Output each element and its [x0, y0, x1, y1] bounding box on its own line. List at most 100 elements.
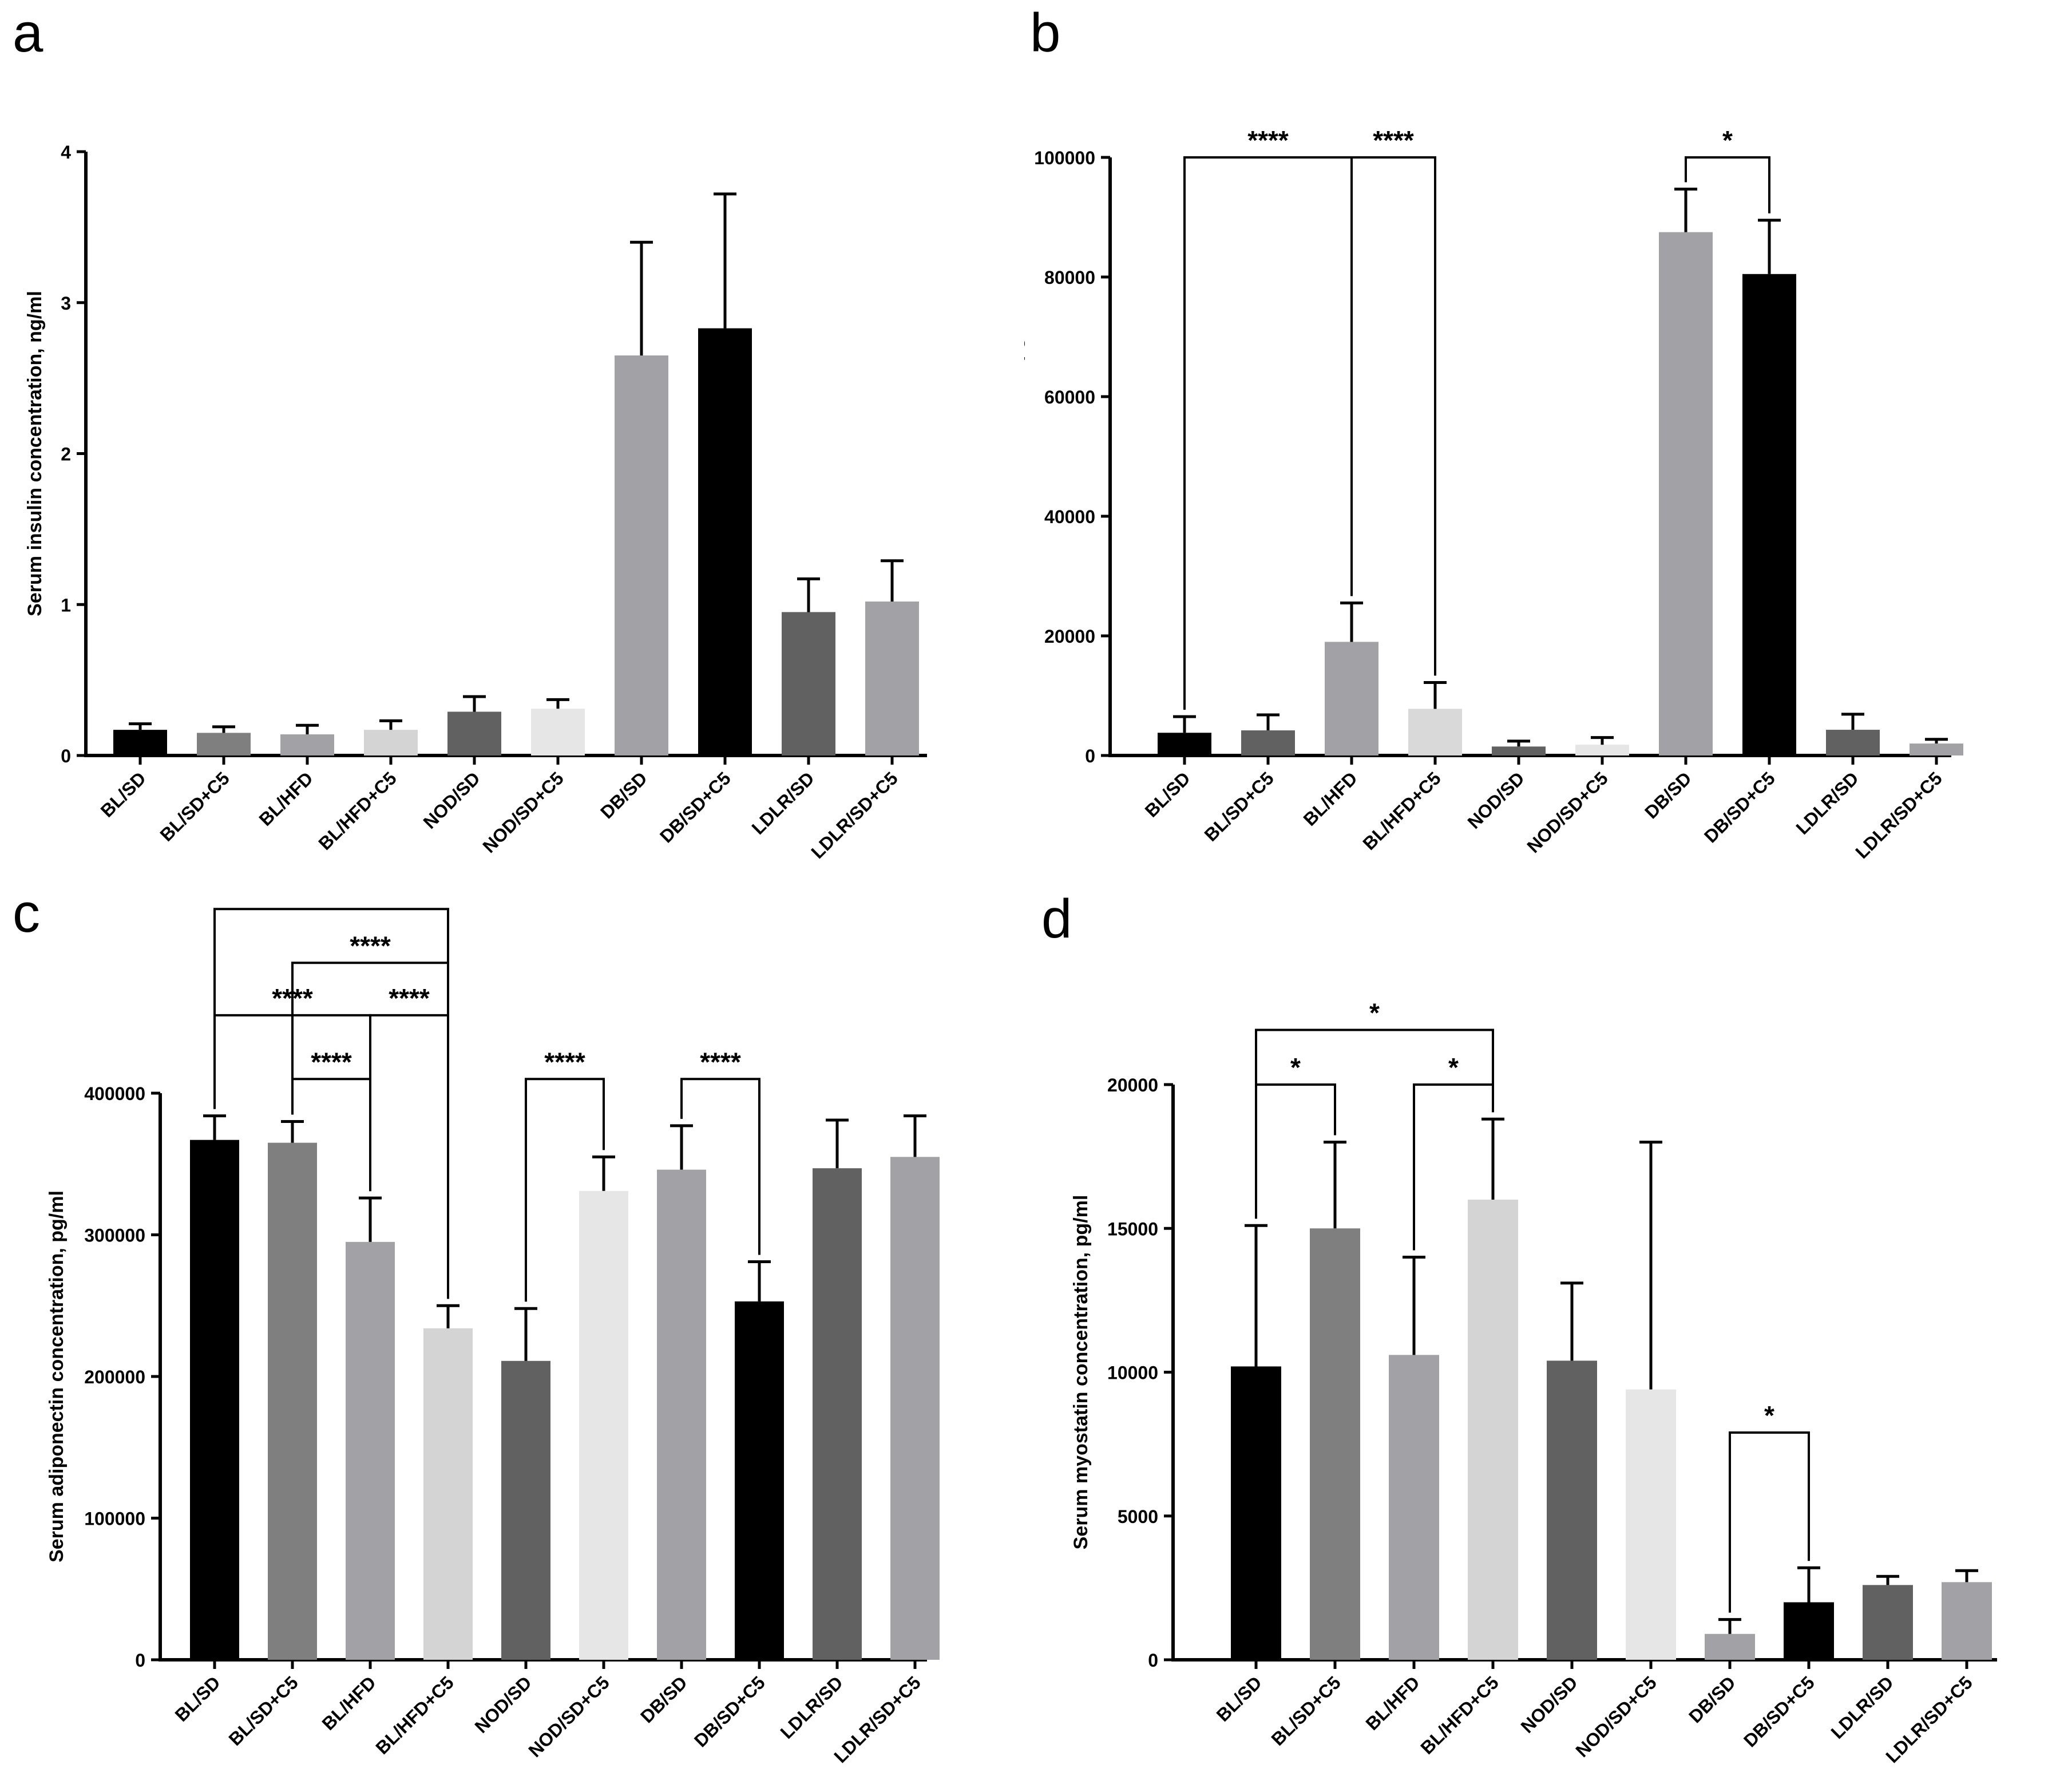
y-axis-title: Serum adiponectin concentration, pg/ml — [46, 1190, 68, 1562]
significance-label: * — [1369, 998, 1380, 1028]
x-tick-label: DB/SD+C5 — [690, 1672, 769, 1751]
y-tick-label: 20000 — [1107, 1075, 1158, 1095]
bar — [1547, 1360, 1597, 1660]
y-tick-label: 15000 — [1107, 1219, 1158, 1239]
x-tick-label: BL/HFD — [255, 768, 317, 829]
bar — [268, 1142, 317, 1660]
y-tick-label: 0 — [1085, 746, 1095, 766]
y-tick-label: 100000 — [1034, 148, 1095, 168]
bar — [531, 709, 585, 755]
significance-bracket — [1350, 156, 1436, 676]
chart-adiponectin: 0 100000 200000 300000 400000 Serum adiponect… — [46, 893, 940, 1767]
panel-label-b: b — [1030, 2, 1061, 64]
significance-bracket — [291, 1078, 371, 1192]
significance-label: **** — [311, 1047, 352, 1077]
bar — [698, 328, 752, 755]
x-tick-label: DB/SD — [1641, 768, 1696, 822]
x-tick-label: NOD/SD+C5 — [478, 768, 568, 857]
significance-label: * — [1722, 125, 1733, 155]
significance-label: * — [1764, 1401, 1774, 1430]
x-tick-label: BL/HFD+C5 — [1358, 768, 1445, 854]
y-tick-label: 2 — [61, 444, 71, 465]
x-tick-label: BL/HFD — [1362, 1672, 1424, 1734]
bar — [113, 730, 167, 755]
y-tick-label: 10000 — [1107, 1363, 1158, 1383]
x-tick-label: BL/HFD+C5 — [1416, 1672, 1503, 1758]
bar — [1705, 1633, 1755, 1660]
x-tick-label: BL/HFD+C5 — [371, 1672, 458, 1758]
y-tick-label: 80000 — [1044, 267, 1095, 288]
significance-label: **** — [389, 983, 430, 1013]
bar — [346, 1241, 395, 1660]
y-axis-title-line: concetnration, pg/ml — [1024, 309, 1025, 500]
x-tick-label: BL/SD — [1213, 1672, 1266, 1725]
bar — [735, 1301, 784, 1660]
bar — [197, 733, 251, 755]
y-tick-label: 5000 — [1118, 1506, 1158, 1527]
x-tick-label: NOD/SD — [470, 1672, 535, 1736]
chart-myostatin: 0 5000 10000 15000 20000 Serum myostatin conc… — [1070, 998, 1997, 1767]
x-tick-label: BL/HFD — [1300, 768, 1361, 829]
bar — [1942, 1582, 1992, 1660]
bar — [1626, 1389, 1676, 1660]
bar — [1389, 1355, 1439, 1660]
bar — [1325, 642, 1378, 755]
x-tick-label: LDLR/SD+C5 — [807, 768, 902, 863]
significance-bracket — [1255, 1083, 1336, 1219]
bar — [447, 711, 501, 755]
bar — [280, 734, 334, 755]
x-tick-label: BL/SD+C5 — [156, 768, 233, 845]
bar — [1468, 1200, 1518, 1660]
y-tick-label: 0 — [1148, 1650, 1158, 1671]
x-tick-label: DB/SD — [1685, 1672, 1740, 1727]
x-tick-label: LDLR/SD — [1792, 768, 1863, 838]
y-tick-label: 0 — [61, 746, 71, 766]
x-tick-label: BL/SD — [171, 1672, 224, 1725]
x-tick-label: NOD/SD — [1463, 768, 1528, 832]
x-tick-label: LDLR/SD — [776, 1672, 847, 1743]
x-tick-label: DB/SD — [596, 768, 651, 822]
y-tick-label: 400000 — [84, 1083, 145, 1104]
x-tick-label: DB/SD — [636, 1672, 691, 1727]
chart-leptin: 0 20000 40000 60000 80000 100000 Serum leptinc… — [1024, 125, 1963, 863]
significance-bracket — [525, 1078, 605, 1302]
bar — [657, 1169, 706, 1660]
bar — [1231, 1366, 1281, 1660]
x-tick-label: LDLR/SD — [747, 768, 818, 838]
significance-label: * — [1290, 1053, 1301, 1082]
x-tick-label: LDLR/SD — [1827, 1672, 1898, 1743]
significance-label: * — [1448, 1053, 1459, 1082]
bar — [1742, 274, 1796, 755]
x-tick-label: BL/HFD — [318, 1672, 380, 1734]
y-tick-label: 100000 — [84, 1509, 145, 1529]
y-tick-label: 4 — [61, 142, 71, 163]
panel-label-a: a — [13, 2, 43, 64]
bar — [1310, 1228, 1360, 1660]
x-tick-label: NOD/SD+C5 — [1571, 1672, 1661, 1761]
bar — [1492, 746, 1546, 755]
significance-label: **** — [311, 893, 352, 907]
x-tick-label: NOD/SD — [1516, 1672, 1581, 1736]
bar — [423, 1328, 473, 1660]
significance-label: **** — [544, 1047, 585, 1077]
x-tick-label: BL/SD — [1141, 768, 1194, 821]
bar — [782, 612, 835, 755]
bar — [1659, 232, 1713, 755]
x-tick-label: BL/SD+C5 — [224, 1672, 302, 1749]
panel-label-d: d — [1041, 888, 1072, 950]
x-tick-label: DB/SD+C5 — [656, 768, 735, 846]
bar — [364, 730, 418, 755]
x-tick-label: BL/SD+C5 — [1267, 1672, 1344, 1749]
significance-label: **** — [350, 931, 391, 960]
bar — [865, 601, 919, 755]
significance-bracket — [1413, 1083, 1494, 1251]
y-tick-label: 0 — [135, 1650, 145, 1671]
y-tick-label: 3 — [61, 293, 71, 314]
x-tick-label: DB/SD+C5 — [1740, 1672, 1819, 1751]
bar — [813, 1168, 862, 1660]
bar — [1158, 733, 1211, 755]
significance-bracket — [1729, 1431, 1810, 1613]
bar — [1241, 730, 1295, 755]
y-axis-title: Serum leptinconcetnration, pg/ml — [1024, 309, 1025, 500]
bar — [1910, 743, 1963, 755]
